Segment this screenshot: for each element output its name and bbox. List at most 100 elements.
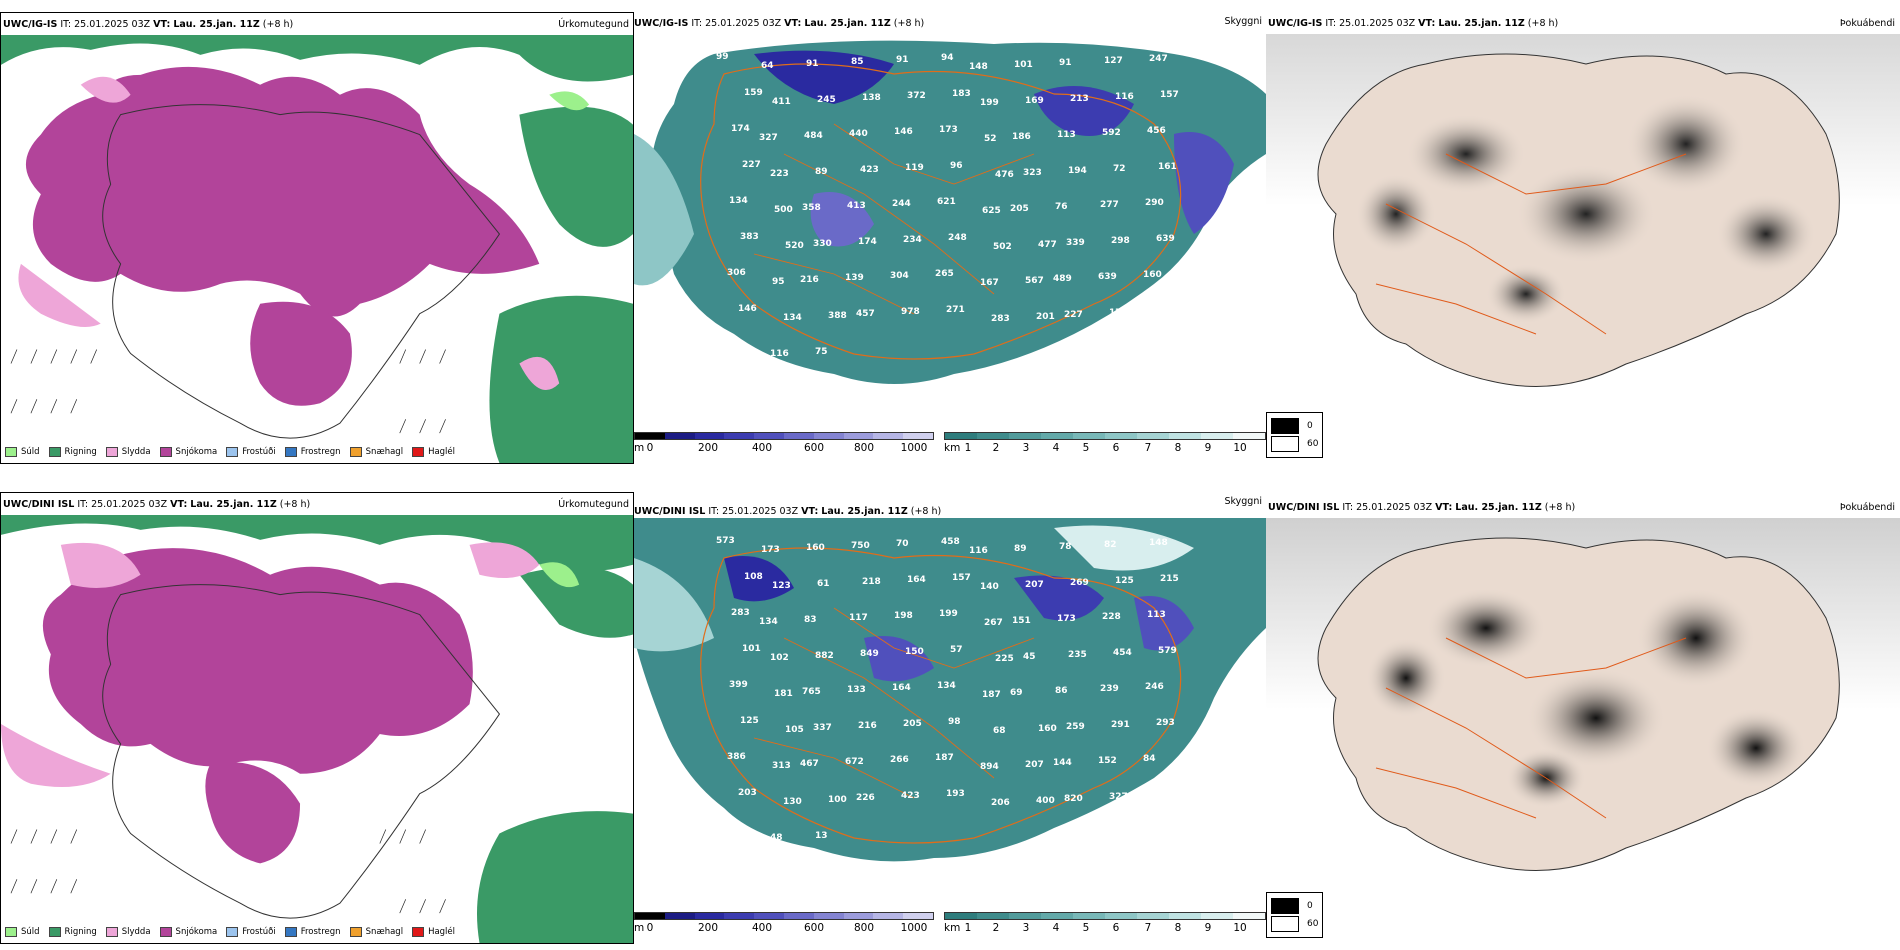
visibility-map[interactable]: 573 173 160 750 70 458 116 89 78 82 148 108 123 61 218… <box>634 518 1266 904</box>
visibility-value-label: 101 <box>1014 60 1033 70</box>
visibility-tick: 6 <box>1112 922 1120 934</box>
visibility-value-label: 164 <box>892 683 911 693</box>
legend-item: Haglél <box>412 447 455 457</box>
visibility-value-label: 820 <box>1064 794 1083 804</box>
visibility-value-label: 119 <box>905 163 924 173</box>
precip-map[interactable] <box>1 515 633 943</box>
visibility-value-label: 440 <box>849 129 868 139</box>
visibility-value-label: 134 <box>783 313 802 323</box>
visibility-value-label: 91 <box>1059 58 1072 68</box>
depth-tick: 400 <box>751 922 773 934</box>
visibility-value-label: 216 <box>858 721 877 731</box>
legend-item: Snjókoma <box>159 927 217 937</box>
visibility-value-label: 579 <box>1158 646 1177 656</box>
legend-swatch <box>105 927 118 937</box>
precip-legend-row1: Súld Rigning Slydda Snjókoma Frostúði Fr… <box>5 447 455 457</box>
precip-map-graphic <box>1 515 633 943</box>
visibility-value-label: 61 <box>817 579 830 589</box>
depth-tick: 0 <box>646 442 654 454</box>
visibility-value-label: 567 <box>1025 276 1044 286</box>
visibility-tick: 10 <box>1233 442 1247 454</box>
visibility-value-label: 186 <box>1012 132 1031 142</box>
visibility-value-label: 423 <box>901 791 920 801</box>
visibility-value-label: 330 <box>813 239 832 249</box>
visibility-value-label: 134 <box>759 617 778 627</box>
visibility-value-label: 13 <box>815 831 828 841</box>
precip-map[interactable] <box>1 35 633 463</box>
visibility-value-label: 298 <box>1111 236 1130 246</box>
legend-item: Slydda <box>105 447 151 457</box>
visibility-value-label: 500 <box>774 205 793 215</box>
visibility-value-label: 388 <box>828 311 847 321</box>
visibility-unit: km <box>944 442 961 454</box>
visibility-value-label: 198 <box>894 611 913 621</box>
visibility-value-label: 91 <box>896 55 909 65</box>
visibility-map[interactable]: 99 64 91 85 91 94 148 101 91 127 247 159 411 245 138 37… <box>634 34 1266 424</box>
visibility-value-label: 193 <box>946 789 965 799</box>
depth-tick: 400 <box>751 442 773 454</box>
visibility-value-label: 235 <box>1068 650 1087 660</box>
visibility-value-label: 148 <box>969 62 988 72</box>
visibility-value-label: 82 <box>1104 540 1117 550</box>
visibility-tick: 4 <box>1052 442 1060 454</box>
visibility-value-label: 245 <box>817 95 836 105</box>
visibility-value-label: 894 <box>980 762 999 772</box>
depth-tick: 1000 <box>900 442 928 454</box>
visibility-value-label: 86 <box>1055 686 1068 696</box>
fog-legend-black <box>1271 418 1299 434</box>
visibility-value-label: 157 <box>952 573 971 583</box>
visibility-value-label: 57 <box>950 645 963 655</box>
visibility-value-label: 173 <box>939 125 958 135</box>
visibility-value-label: 337 <box>813 723 832 733</box>
legend-item: Frostregn <box>284 447 341 457</box>
visibility-value-label: 127 <box>1104 56 1123 66</box>
visibility-value-label: 45 <box>1023 652 1036 662</box>
visibility-value-label: 291 <box>1111 720 1130 730</box>
visibility-tick: 6 <box>1112 442 1120 454</box>
visibility-value-label: 227 <box>1064 310 1083 320</box>
legend-swatch <box>48 447 61 457</box>
visibility-colorbar-strip <box>944 432 1266 440</box>
visibility-tick: 4 <box>1052 922 1060 934</box>
visibility-value-label: 205 <box>1010 204 1029 214</box>
depth-colorbar-strip <box>634 432 934 440</box>
depth-tick: 600 <box>803 922 825 934</box>
visibility-value-label: 201 <box>1036 312 1055 322</box>
visibility-value-label: 484 <box>804 131 823 141</box>
visibility-tick: 8 <box>1174 442 1182 454</box>
visibility-map-graphic: 99 64 91 85 91 94 148 101 91 127 247 159 411 245 138 37… <box>634 34 1266 424</box>
visibility-panel-row1: UWC/IG-IS IT: 25.01.2025 03Z VT: Lau. 25… <box>634 12 1266 464</box>
visibility-value-label: 639 <box>1156 234 1175 244</box>
visibility-value-label: 83 <box>804 615 817 625</box>
fog-map[interactable] <box>1266 518 1900 944</box>
visibility-value-label: 234 <box>903 235 922 245</box>
visibility-value-label: 277 <box>1100 200 1119 210</box>
visibility-value-label: 105 <box>785 725 804 735</box>
depth-tick: 200 <box>697 442 719 454</box>
visibility-tick: 8 <box>1174 922 1182 934</box>
fog-panel-row1: UWC/IG-IS IT: 25.01.2025 03Z VT: Lau. 25… <box>1266 12 1900 464</box>
precip-legend-row2: Súld Rigning Slydda Snjókoma Frostúði Fr… <box>5 927 455 937</box>
visibility-value-label: 91 <box>806 59 819 69</box>
visibility-value-label: 639 <box>1098 272 1117 282</box>
visibility-value-label: 199 <box>980 98 999 108</box>
depth-tick: 800 <box>853 442 875 454</box>
visibility-value-label: 358 <box>802 203 821 213</box>
depth-tick: 800 <box>853 922 875 934</box>
panel-title: UWC/DINI ISL IT: 25.01.2025 03Z VT: Lau.… <box>1268 502 1576 513</box>
depth-tick: 0 <box>646 922 654 934</box>
legend-swatch <box>159 927 172 937</box>
visibility-unit: km <box>944 922 961 934</box>
visibility-tick: 1 <box>964 442 972 454</box>
visibility-value-label: 413 <box>1154 306 1173 316</box>
visibility-value-label: 173 <box>1057 614 1076 624</box>
visibility-value-label: 150 <box>905 647 924 657</box>
legend-swatch <box>105 447 118 457</box>
fog-map[interactable] <box>1266 34 1900 464</box>
visibility-value-label: 573 <box>716 536 735 546</box>
legend-swatch <box>48 927 61 937</box>
visibility-value-label: 323 <box>1023 168 1042 178</box>
visibility-tick: 3 <box>1022 442 1030 454</box>
panel-title: UWC/DINI ISL IT: 25.01.2025 03Z VT: Lau.… <box>3 499 311 510</box>
fog-title: Þokuábendi <box>1839 18 1895 29</box>
